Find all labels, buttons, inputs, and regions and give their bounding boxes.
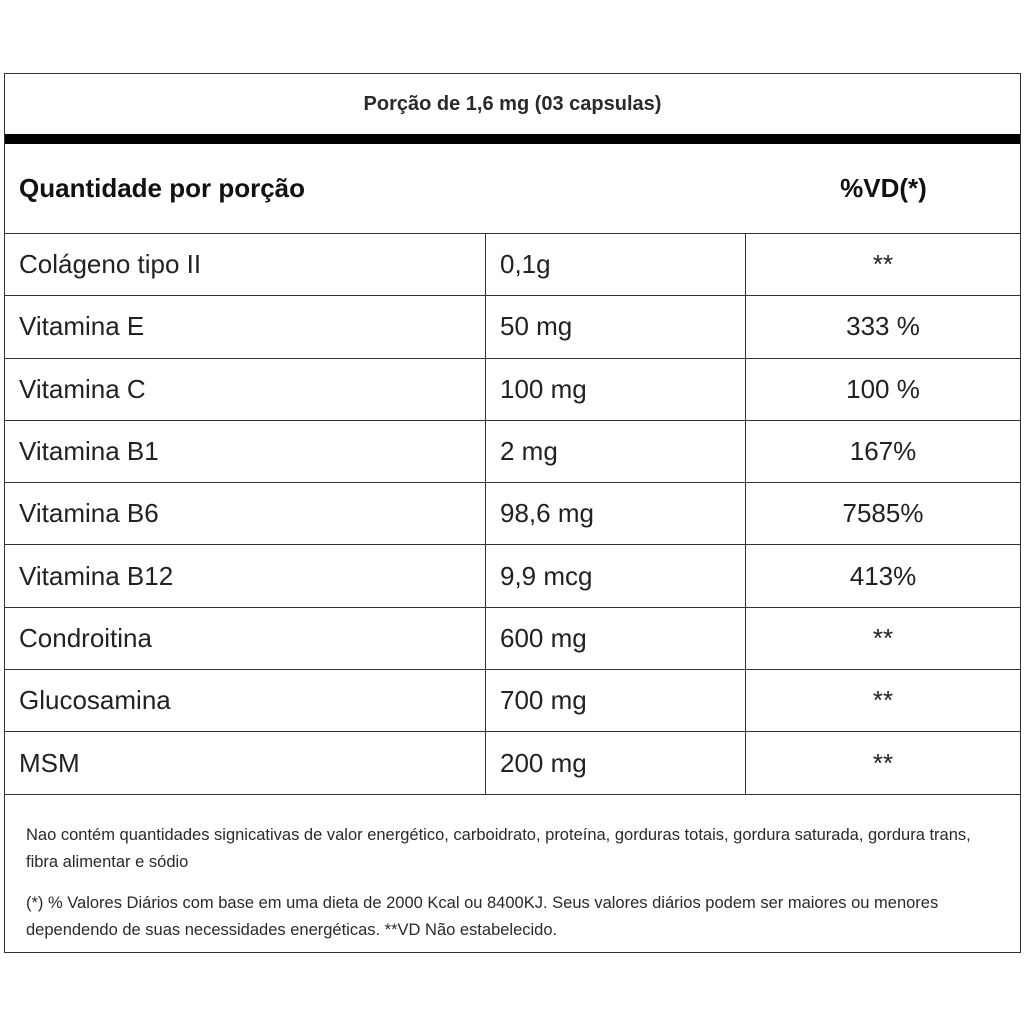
- portion-size: Porção de 1,6 mg (03 capsulas): [363, 92, 662, 115]
- table-row: Colágeno tipo II 0,1g **: [5, 234, 1020, 297]
- nutrient-name: Vitamina E: [5, 296, 486, 358]
- nutrient-name: Glucosamina: [5, 670, 486, 732]
- nutrient-amount: 700 mg: [486, 670, 746, 732]
- table-row: Vitamina C 100 mg 100 %: [5, 358, 1020, 421]
- divider-bar: [5, 134, 1020, 144]
- nutrient-name: MSM: [5, 732, 486, 794]
- nutrient-vd: 333 %: [846, 311, 920, 342]
- nutrient-amount: 0,1g: [486, 234, 746, 296]
- nutrient-name: Condroitina: [5, 607, 486, 670]
- table-row: MSM 200 mg **: [5, 732, 1020, 795]
- table-row: Vitamina E 50 mg 333 %: [5, 296, 1020, 359]
- nutrition-table: Porção de 1,6 mg (03 capsulas) Quantidad…: [4, 73, 1021, 953]
- nutrient-vd: 7585%: [842, 498, 924, 529]
- nutrient-amount: 600 mg: [486, 607, 746, 670]
- nutrient-vd: **: [872, 622, 894, 653]
- nutrient-vd: **: [872, 249, 894, 280]
- table-row: Vitamina B12 9,9 mcg 413%: [5, 545, 1020, 608]
- nutrient-name: Vitamina C: [5, 358, 486, 420]
- nutrient-name: Vitamina B6: [5, 483, 486, 545]
- table-row: Vitamina B6 98,6 mg 7585%: [5, 483, 1020, 546]
- nutrient-vd: **: [872, 685, 894, 716]
- table-row: Condroitina 600 mg **: [5, 607, 1020, 671]
- nutrient-name: Vitamina B1: [5, 420, 486, 483]
- vd-header: %VD(*): [840, 173, 927, 203]
- nutrient-vd: 413%: [849, 560, 917, 591]
- footnotes: Nao contém quantidades signicativas de v…: [26, 822, 1006, 958]
- table-row: Vitamina B1 2 mg 167%: [5, 420, 1020, 484]
- footnote-daily-values: (*) % Valores Diários com base em uma di…: [26, 894, 939, 939]
- nutrient-amount: 50 mg: [486, 296, 746, 358]
- nutrient-name: Vitamina B12: [5, 545, 486, 607]
- nutrient-vd: 167%: [849, 436, 917, 467]
- footnote-nutrients: Nao contém quantidades signicativas de v…: [26, 826, 971, 871]
- quantity-header: Quantidade por porção: [19, 173, 306, 203]
- nutrient-vd: 100 %: [846, 373, 920, 404]
- nutrient-name: Colágeno tipo II: [5, 234, 486, 296]
- table-header: Quantidade por porção %VD(*): [5, 144, 1020, 234]
- nutrient-amount: 98,6 mg: [486, 483, 746, 545]
- nutrient-amount: 2 mg: [486, 420, 746, 483]
- nutrient-amount: 200 mg: [486, 732, 746, 794]
- table-row: Glucosamina 700 mg **: [5, 670, 1020, 733]
- nutrient-amount: 9,9 mcg: [486, 545, 746, 607]
- nutrient-vd: **: [872, 747, 894, 778]
- nutrient-amount: 100 mg: [486, 358, 746, 420]
- table-body: Colágeno tipo II 0,1g ** Vitamina E 50 mg 333…: [5, 234, 1020, 795]
